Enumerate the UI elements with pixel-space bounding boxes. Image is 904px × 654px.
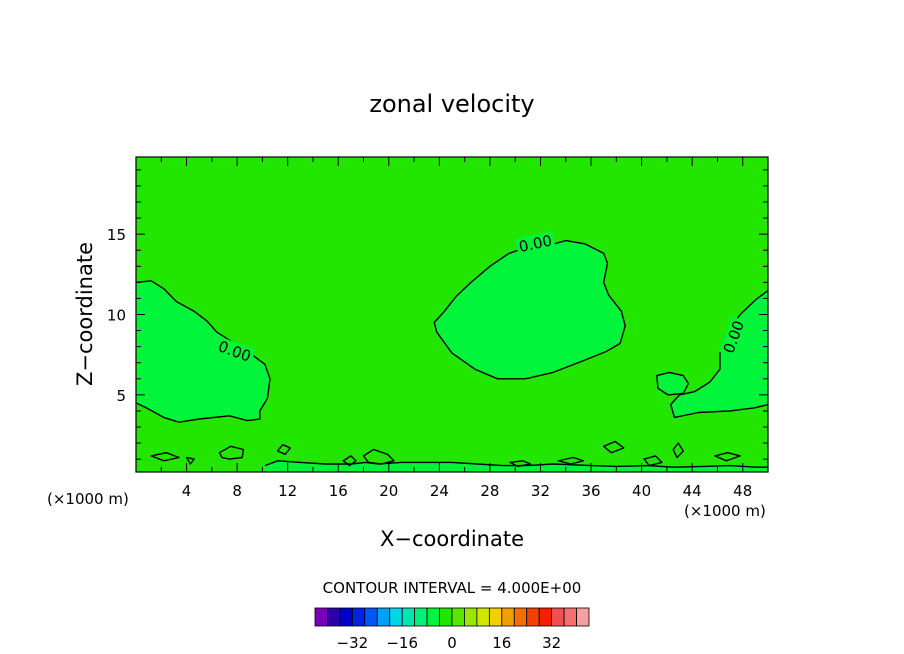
colorbar: −32 −16 0 16 32 [314,607,590,652]
x-tick-label: 32 [531,482,550,500]
colorbar-swatch [401,607,416,627]
colorbar-swatch [576,607,590,627]
region-center-lobe [434,240,626,379]
y-axis-label: Z−coordinate [73,242,97,386]
y-tick-label: 10 [107,307,126,325]
small-contour-10 [509,460,532,468]
x-tick-label: 12 [278,482,297,500]
colorbar-swatch [426,607,440,627]
colorbar-swatch [476,607,490,627]
contour-label-bg [718,316,749,358]
small-contour-8 [672,442,684,459]
colorbar-swatch [389,607,403,627]
x-tick-label: 4 [182,482,192,500]
contour-line-small-blob-a [656,371,690,396]
x-tick-label: 20 [379,482,398,500]
region-small-blob-a [656,372,689,395]
x-tick-label: 48 [733,482,752,500]
x-axis-label: X−coordinate [380,527,524,551]
colorbar-swatch [351,607,366,627]
x-tick-label: 16 [329,482,348,500]
small-contour-0 [218,445,245,460]
colorbar-swatch [464,607,478,627]
colorbar-swatch [364,607,378,627]
colorbar-swatch [339,607,353,627]
small-contour-2 [150,452,180,462]
colorbar-swatch [538,607,553,627]
colorbar-swatch [327,607,341,627]
small-contour-1 [276,444,291,455]
x-tick-label: 40 [632,482,651,500]
colorbar-swatch [439,607,453,627]
contour-line-center-lobe [433,239,626,380]
colorbar-swatch [551,607,565,627]
contour-line-left-lobe [136,280,271,423]
colorbar-swatch [563,607,577,627]
colorbar-swatch [314,607,328,627]
x-tick-label: 44 [683,482,702,500]
x-unit-left: (×1000 m) [47,490,129,508]
contour-interval-text: CONTOUR INTERVAL = 4.000E+00 [323,579,582,597]
colorbar-swatch [451,607,465,627]
region-left-lobe [136,280,270,423]
colorbar-swatch [526,607,540,627]
contour-label-bg [213,336,256,367]
colorbar-tick-label: −16 [386,634,418,652]
x-tick-label: 24 [430,482,449,500]
y-tick-label: 5 [116,387,126,405]
colorbar-swatch [376,607,391,627]
small-contour-3 [185,456,195,465]
small-contour-7 [643,455,663,467]
chart-title: zonal velocity [369,90,534,118]
x-tick-label: 8 [232,482,242,500]
small-contour-9 [714,452,741,462]
y-tick-label: 15 [107,226,126,244]
x-unit-right: (×1000 m) [684,502,766,520]
small-contour-4 [342,455,357,467]
small-contour-5 [362,448,395,465]
x-tick-label: 28 [480,482,499,500]
colorbar-tick-label: 16 [492,634,511,652]
small-contour-11 [557,456,585,465]
colorbar-swatch [414,607,428,627]
colorbar-tick-label: 0 [447,634,457,652]
colorbar-swatch [488,607,503,627]
colorbar-swatch [513,607,528,627]
colorbar-tick-label: −32 [337,634,369,652]
colorbar-tick-label: 32 [542,634,561,652]
x-tick-label: 36 [581,482,600,500]
small-contour-6 [603,440,625,454]
contour-label-bg [514,231,556,257]
colorbar-swatch [501,607,515,627]
